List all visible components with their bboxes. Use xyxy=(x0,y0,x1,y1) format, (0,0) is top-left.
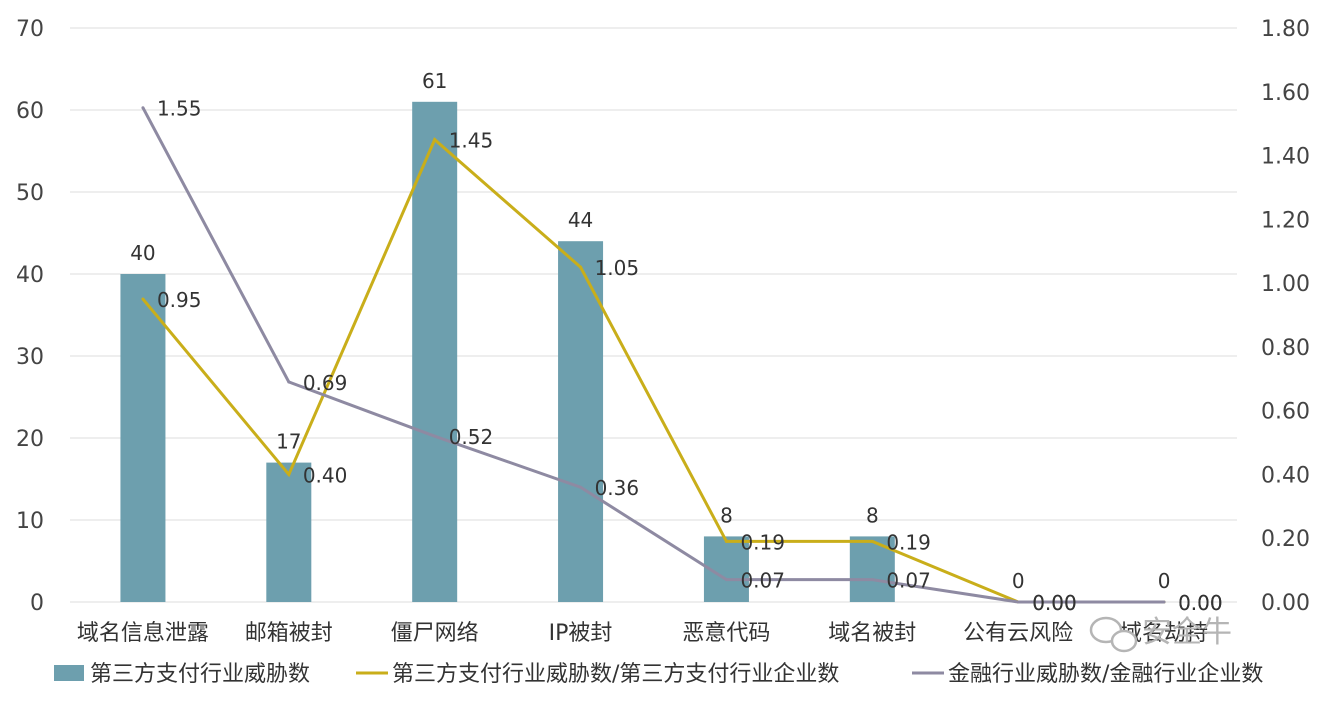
bar-series xyxy=(120,101,895,603)
line-value-label: 0.00 xyxy=(1178,591,1223,615)
right-tick-label: 1.00 xyxy=(1261,272,1310,297)
category-label: IP被封 xyxy=(549,621,613,646)
series-line xyxy=(141,137,1165,604)
right-tick-label: 1.80 xyxy=(1261,17,1310,42)
category-label: 僵尸网络 xyxy=(391,621,479,646)
bar-value-label: 61 xyxy=(422,69,447,93)
series-point xyxy=(579,485,583,489)
bar-value-label: 40 xyxy=(130,241,155,265)
bar-value-label: 17 xyxy=(276,430,301,454)
legend-label-line: 第三方支付行业威胁数/第三方支付行业企业数 xyxy=(392,662,839,687)
line-value-label: 0.07 xyxy=(740,569,785,593)
series-point xyxy=(287,472,291,476)
right-tick-label: 0.00 xyxy=(1261,591,1310,616)
bar xyxy=(412,101,458,603)
line-value-label: 0.52 xyxy=(449,425,494,449)
line-value-label: 0.00 xyxy=(1032,591,1077,615)
gridlines xyxy=(70,27,1237,603)
left-tick-label: 10 xyxy=(16,509,44,534)
bar-value-label: 0 xyxy=(1158,569,1171,593)
left-tick-label: 20 xyxy=(16,427,44,452)
watermark: 安全牛 xyxy=(1089,615,1232,653)
category-label: 域名被封 xyxy=(828,621,916,646)
left-tick-label: 70 xyxy=(16,17,44,42)
line-value-label: 0.19 xyxy=(740,530,785,554)
wechat-icon xyxy=(1089,616,1138,653)
line-value-label: 1.55 xyxy=(157,97,202,121)
category-axis: 域名信息泄露 邮箱被封 僵尸网络 IP被封 恶意代码 域名被封 公有云风险 域名劫持 xyxy=(77,621,1208,646)
legend-label-line: 金融行业威胁数/金融行业企业数 xyxy=(948,662,1263,687)
category-label: 恶意代码 xyxy=(682,621,770,646)
line-value-label: 0.40 xyxy=(303,463,348,487)
series-point xyxy=(1016,600,1020,604)
category-label: 公有云风险 xyxy=(963,621,1073,646)
series-point xyxy=(141,297,145,301)
right-tick-label: 0.60 xyxy=(1261,400,1310,425)
right-tick-label: 0.40 xyxy=(1261,463,1310,488)
line-value-label: 0.00 xyxy=(1178,591,1223,615)
left-tick-label: 50 xyxy=(16,181,44,206)
series-point xyxy=(1162,600,1166,604)
left-tick-label: 60 xyxy=(16,99,44,124)
left-y-axis: 0 10 20 30 40 50 60 70 xyxy=(16,17,44,616)
right-tick-label: 0.20 xyxy=(1261,527,1310,552)
line-value-label: 0.19 xyxy=(886,530,931,554)
series-point xyxy=(724,578,728,582)
line-value-label: 1.05 xyxy=(595,256,640,280)
legend-label-bar: 第三方支付行业威胁数 xyxy=(90,662,310,687)
category-label: 邮箱被封 xyxy=(245,621,333,646)
series-point xyxy=(870,539,874,543)
right-y-axis: 0.00 0.20 0.40 0.60 0.80 1.00 1.20 1.40 1.60 1.80 xyxy=(1261,17,1310,616)
series-point xyxy=(141,106,145,110)
series-point xyxy=(287,380,291,384)
series-point xyxy=(870,578,874,582)
legend: 第三方支付行业威胁数 第三方支付行业威胁数/第三方支付行业企业数 金融行业威胁数/金… xyxy=(54,662,1263,687)
bar-data-labels: 40 17 61 44 8 8 0 0 xyxy=(130,69,1170,593)
bar-value-label: 0 xyxy=(1012,569,1025,593)
right-tick-label: 1.40 xyxy=(1261,145,1310,170)
line-data-labels: 0.95 0.40 1.45 1.05 0.19 0.19 0.00 0.00 1.55 0.69… xyxy=(157,97,1223,615)
line-value-label: 0.07 xyxy=(886,569,931,593)
right-tick-label: 0.80 xyxy=(1261,336,1310,361)
right-tick-label: 1.20 xyxy=(1261,208,1310,233)
left-tick-label: 30 xyxy=(16,345,44,370)
left-tick-label: 40 xyxy=(16,263,44,288)
line-series xyxy=(141,106,1166,604)
series-point xyxy=(433,434,437,438)
bar-value-label: 8 xyxy=(866,503,879,527)
line-value-label: 0.69 xyxy=(303,371,348,395)
bar-value-label: 8 xyxy=(720,503,733,527)
right-tick-label: 1.60 xyxy=(1261,81,1310,106)
line-value-label: 0.36 xyxy=(595,476,640,500)
legend-swatch-bar xyxy=(54,665,84,681)
bar xyxy=(558,241,604,602)
watermark-text: 安全牛 xyxy=(1142,615,1232,650)
series-line xyxy=(141,107,1165,604)
bar xyxy=(266,462,312,602)
line-value-label: 0.00 xyxy=(1032,591,1077,615)
left-tick-label: 0 xyxy=(30,591,44,616)
series-point xyxy=(433,138,437,142)
bar-value-label: 44 xyxy=(568,208,593,232)
series-point xyxy=(579,265,583,269)
line-value-label: 1.45 xyxy=(449,129,494,153)
line-value-label: 0.95 xyxy=(157,288,202,312)
category-label: 域名信息泄露 xyxy=(77,621,209,646)
series-point xyxy=(724,539,728,543)
bar xyxy=(120,274,166,602)
